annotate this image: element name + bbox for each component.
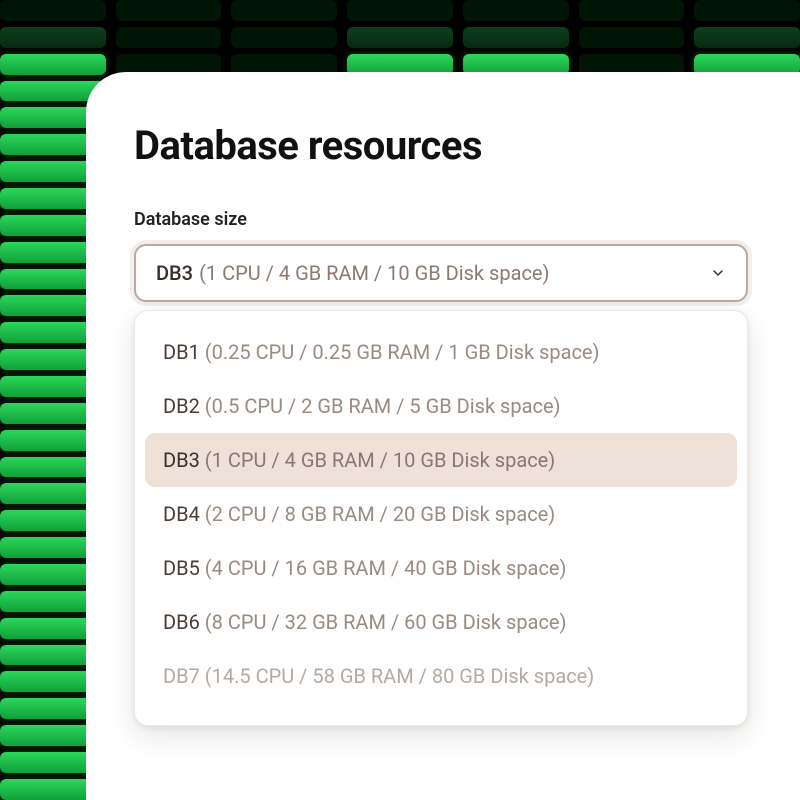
option-name: DB7: [163, 664, 205, 688]
resources-card: Database resources Database size DB3 (1 …: [86, 72, 800, 800]
option-spec: (0.25 CPU / 0.25 GB RAM / 1 GB Disk spac…: [205, 340, 600, 364]
database-size-select-wrap: DB3 (1 CPU / 4 GB RAM / 10 GB Disk space…: [134, 244, 748, 302]
option-spec: (1 CPU / 4 GB RAM / 10 GB Disk space): [205, 448, 555, 472]
option-db7[interactable]: DB7 (14.5 CPU / 58 GB RAM / 80 GB Disk s…: [145, 649, 737, 703]
option-name: DB5: [163, 556, 205, 580]
option-spec: (8 CPU / 32 GB RAM / 60 GB Disk space): [205, 610, 567, 634]
option-db3[interactable]: DB3 (1 CPU / 4 GB RAM / 10 GB Disk space…: [145, 433, 737, 487]
database-size-dropdown: DB1 (0.25 CPU / 0.25 GB RAM / 1 GB Disk …: [134, 310, 748, 726]
option-spec: (0.5 CPU / 2 GB RAM / 5 GB Disk space): [205, 394, 561, 418]
option-db5[interactable]: DB5 (4 CPU / 16 GB RAM / 40 GB Disk spac…: [145, 541, 737, 595]
option-spec: (2 CPU / 8 GB RAM / 20 GB Disk space): [205, 502, 555, 526]
option-name: DB1: [163, 340, 205, 364]
selected-option-name: DB3: [156, 261, 193, 285]
option-name: DB6: [163, 610, 205, 634]
page-title: Database resources: [134, 122, 748, 169]
option-name: DB3: [163, 448, 205, 472]
option-db2[interactable]: DB2 (0.5 CPU / 2 GB RAM / 5 GB Disk spac…: [145, 379, 737, 433]
field-label-database-size: Database size: [134, 209, 748, 230]
option-db6[interactable]: DB6 (8 CPU / 32 GB RAM / 60 GB Disk spac…: [145, 595, 737, 649]
option-name: DB2: [163, 394, 205, 418]
selected-option-spec: (1 CPU / 4 GB RAM / 10 GB Disk space): [199, 261, 549, 285]
option-db4[interactable]: DB4 (2 CPU / 8 GB RAM / 20 GB Disk space…: [145, 487, 737, 541]
database-size-select[interactable]: DB3 (1 CPU / 4 GB RAM / 10 GB Disk space…: [134, 244, 748, 302]
option-spec: (4 CPU / 16 GB RAM / 40 GB Disk space): [205, 556, 567, 580]
chevron-down-icon: [710, 265, 726, 281]
option-db1[interactable]: DB1 (0.25 CPU / 0.25 GB RAM / 1 GB Disk …: [145, 325, 737, 379]
option-spec: (14.5 CPU / 58 GB RAM / 80 GB Disk space…: [205, 664, 594, 688]
option-name: DB4: [163, 502, 205, 526]
